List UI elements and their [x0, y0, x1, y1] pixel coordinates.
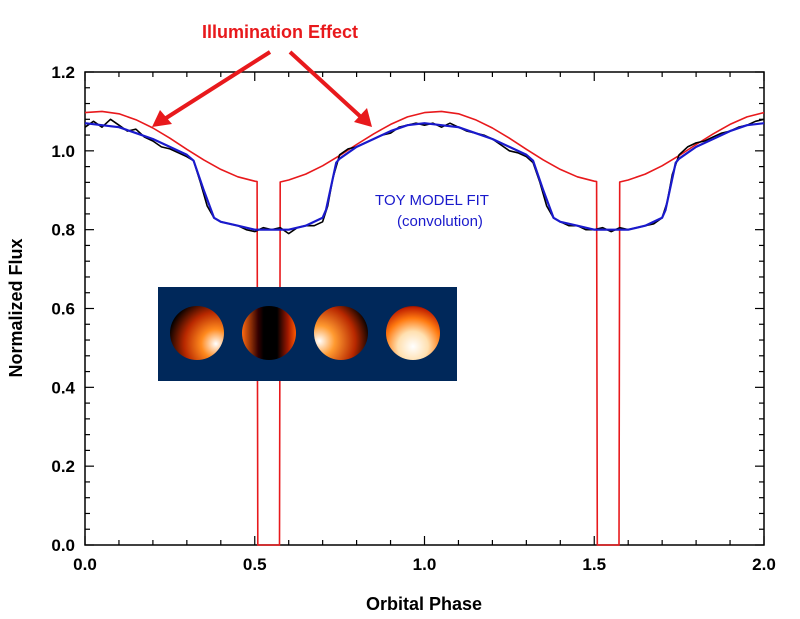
x-tick-label: 1.5: [582, 555, 606, 574]
inset-image: [158, 287, 457, 381]
illumination-annotation: Illumination Effect: [152, 22, 372, 127]
y-tick-label: 0.2: [51, 457, 75, 476]
fit-label-2: (convolution): [397, 213, 483, 230]
x-tick-label: 2.0: [752, 555, 776, 574]
x-tick-label: 1.0: [413, 555, 437, 574]
arrow-right-head: [354, 108, 372, 127]
fit-line: [84, 122, 765, 231]
disk-3: [314, 306, 368, 360]
y-tick-label: 0.8: [51, 221, 75, 240]
y-tick-label: 0.6: [51, 300, 75, 319]
y-axis-label: Normalized Flux: [6, 238, 26, 377]
plot-lines: [84, 110, 765, 546]
disk-1: [170, 306, 224, 360]
arrow-left: [161, 50, 272, 122]
y-tick-label: 1.2: [51, 63, 75, 82]
arrow-right: [288, 50, 364, 120]
disk-4: [386, 306, 440, 360]
x-tick-label: 0.5: [243, 555, 267, 574]
model-line: [84, 110, 765, 546]
axes: 0.0 0.5 1.0 1.5 2.0 0.0 0.2 0.4 0.6 0.8 1.0 1.2: [51, 63, 775, 574]
arrow-left-head: [152, 110, 172, 127]
illumination-label: Illumination Effect: [202, 22, 358, 42]
disk-2: [242, 306, 296, 360]
y-tick-label: 0.4: [51, 378, 75, 397]
x-tick-label: 0.0: [73, 555, 97, 574]
y-tick-label: 1.0: [51, 142, 75, 161]
x-axis-label: Orbital Phase: [366, 594, 482, 614]
y-tick-label: 0.0: [51, 536, 75, 555]
fit-label-1: TOY MODEL FIT: [375, 192, 489, 209]
